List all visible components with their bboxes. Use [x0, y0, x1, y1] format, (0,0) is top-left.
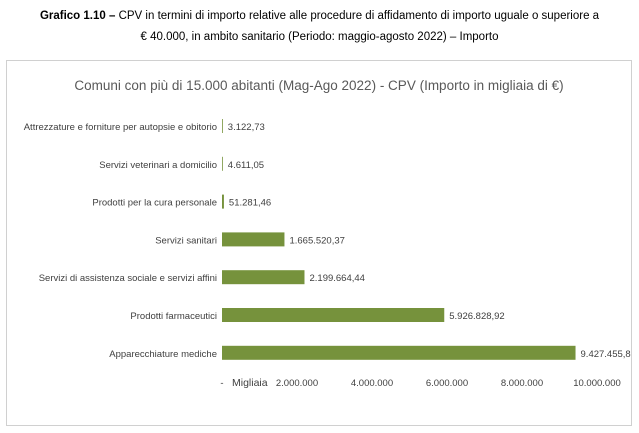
x-tick-label: 2.000.000 [276, 378, 318, 389]
x-tick-label: 4.000.000 [351, 378, 393, 389]
x-tick-label: 6.000.000 [426, 378, 468, 389]
x-tick-label: 8.000.000 [501, 378, 543, 389]
bar [222, 308, 445, 322]
data-label: 9.427.455,83 [581, 349, 631, 360]
caption-label: Grafico 1.10 – [39, 10, 116, 22]
chart-frame: Comuni con più di 15.000 abitanti (Mag-A… [6, 60, 632, 426]
category-label: Servizi di assistenza sociale e servizi … [39, 273, 217, 284]
data-label: 3.122,73 [228, 122, 265, 133]
x-axis-label: Migliaia [232, 377, 268, 389]
bar [222, 156, 223, 171]
category-label: Apparecchiature mediche [109, 349, 217, 360]
bar [222, 270, 305, 285]
category-label: Servizi sanitari [155, 235, 217, 246]
bar-chart: Comuni con più di 15.000 abitanti (Mag-A… [24, 78, 631, 389]
caption-text-1: CPV in termini di importo relative alle … [118, 10, 600, 22]
bar [222, 345, 576, 360]
data-label: 2.199.664,44 [309, 273, 364, 284]
category-label: Servizi veterinari a domicilio [99, 160, 217, 171]
figure-caption: Grafico 1.10 – CPV in termini di importo… [0, 6, 639, 48]
chart-title: Comuni con più di 15.000 abitanti (Mag-A… [74, 78, 563, 93]
category-label: Prodotti per la cura personale [92, 198, 217, 209]
caption-line-1: Grafico 1.10 – CPV in termini di importo… [0, 6, 639, 27]
data-label: 1.665.520,37 [289, 235, 344, 246]
data-label: 4.611,05 [228, 160, 264, 171]
category-label: Attrezzature e forniture per autopsie e … [24, 122, 217, 133]
bar [222, 194, 224, 209]
bar [222, 232, 285, 247]
data-label: 5.926.828,92 [449, 311, 504, 322]
category-label: Prodotti farmaceutici [130, 311, 217, 322]
data-label: 51.281,46 [229, 198, 271, 209]
x-tick-label: - [220, 378, 223, 389]
bar [222, 119, 223, 133]
x-tick-label: 10.000.000 [573, 378, 621, 389]
caption-text-2: € 40.000, in ambito sanitario (Periodo: … [140, 31, 499, 43]
